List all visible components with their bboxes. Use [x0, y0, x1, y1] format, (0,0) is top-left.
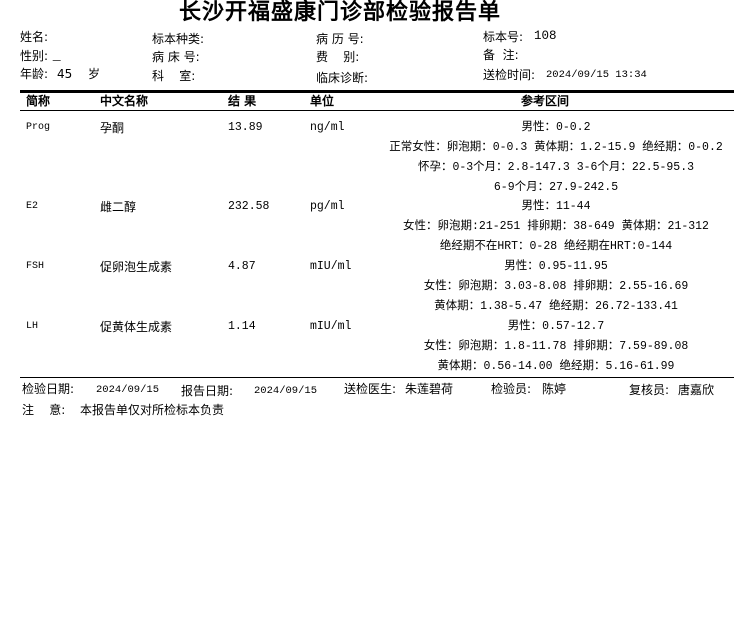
row-reference-line: 正常女性：卵泡期：0-0.3 黄体期：1.2-15.9 绝经期：0-0.2 — [389, 141, 723, 154]
specimen-type-label: 标本种类: — [152, 32, 205, 46]
row-abbr: Prog — [26, 122, 51, 133]
row-abbr: FSH — [26, 261, 45, 272]
col-unit: 单位 — [310, 94, 335, 108]
row-reference-line: 女性：卵泡期:21-251 排卵期：38-649 黄体期：21-312 — [403, 220, 709, 233]
note-label: 注 意: — [22, 403, 66, 417]
test-date: 2024/09/15 — [96, 384, 160, 396]
row-unit: mIU/ml — [310, 260, 352, 273]
row-result: 1.14 — [228, 320, 256, 333]
dept-label: 科 室: — [152, 69, 196, 83]
row-reference-line: 男性：0.57-12.7 — [507, 320, 605, 333]
fee-label: 费 别: — [316, 50, 360, 64]
age-label: 年龄: — [20, 67, 49, 81]
row-abbr: E2 — [26, 201, 39, 212]
tester: 陈婷 — [542, 382, 567, 396]
report-date-label: 报告日期: — [181, 384, 234, 398]
col-result: 结 果 — [228, 94, 257, 108]
report-date: 2024/09/15 — [254, 385, 318, 397]
remark-label: 备 注: — [483, 48, 519, 62]
sent-time: 2024/09/15 13:34 — [546, 69, 647, 81]
row-result: 232.58 — [228, 200, 270, 213]
row-unit: mIU/ml — [310, 320, 352, 333]
row-name: 孕酮 — [100, 121, 125, 135]
doctor-label: 送检医生: — [344, 382, 397, 396]
diagnosis-label: 临床诊断: — [316, 71, 369, 85]
test-date-label: 检验日期: — [22, 382, 75, 396]
row-reference-line: 女性：卵泡期：3.03-8.08 排卵期：2.55-16.69 — [423, 280, 689, 293]
row-abbr: LH — [26, 321, 39, 332]
row-name: 雌二醇 — [100, 200, 137, 214]
tester-label: 检验员: — [491, 382, 532, 396]
note: 本报告单仅对所检标本负责 — [80, 403, 225, 417]
reviewer: 唐嘉欣 — [678, 383, 715, 397]
row-reference-line: 黄体期：1.38-5.47 绝经期：26.72-133.41 — [434, 300, 678, 313]
row-reference-line: 黄体期：0.56-14.00 绝经期：5.16-61.99 — [437, 360, 675, 373]
record-label: 病 历 号: — [316, 32, 364, 46]
row-reference-line: 女性：卵泡期：1.8-11.78 排卵期：7.59-89.08 — [423, 340, 689, 353]
reviewer-label: 复核员: — [629, 383, 670, 397]
age-value: 45 — [57, 67, 73, 81]
specimen-no-label: 标本号: — [483, 30, 524, 44]
specimen-no: 108 — [534, 29, 557, 43]
footer-divider — [20, 377, 734, 378]
col-abbr: 简称 — [26, 94, 51, 108]
row-result: 13.89 — [228, 121, 263, 134]
row-name: 促黄体生成素 — [100, 320, 173, 334]
report-title: 长沙开福盛康门诊部检验报告单 — [178, 0, 501, 25]
row-result: 4.87 — [228, 260, 256, 273]
row-reference-line: 男性：11-44 — [521, 200, 591, 213]
doctor: 朱莲碧荷 — [405, 382, 454, 396]
col-name: 中文名称 — [100, 94, 149, 108]
gender-label: 性别: — [20, 49, 49, 63]
header-divider — [20, 90, 734, 93]
row-reference-line: 6-9个月：27.9-242.5 — [493, 181, 619, 194]
col-reference: 参考区间 — [521, 94, 570, 108]
row-unit: pg/ml — [310, 200, 345, 213]
row-unit: ng/ml — [310, 121, 345, 134]
column-divider — [20, 110, 734, 111]
row-reference-line: 绝经期不在HRT：0-28 绝经期在HRT:0-144 — [439, 240, 673, 253]
gender-value-mark — [52, 52, 66, 61]
row-reference-line: 男性：0.95-11.95 — [504, 260, 608, 273]
bed-label: 病 床 号: — [152, 50, 200, 64]
row-name: 促卵泡生成素 — [100, 260, 173, 274]
row-reference-line: 男性：0-0.2 — [521, 121, 591, 134]
sent-time-label: 送检时间: — [483, 68, 536, 82]
age-unit: 岁 — [88, 67, 101, 81]
row-reference-line: 怀孕：0-3个月：2.8-147.3 3-6个月：22.5-95.3 — [417, 161, 695, 174]
name-label: 姓名: — [20, 30, 49, 44]
